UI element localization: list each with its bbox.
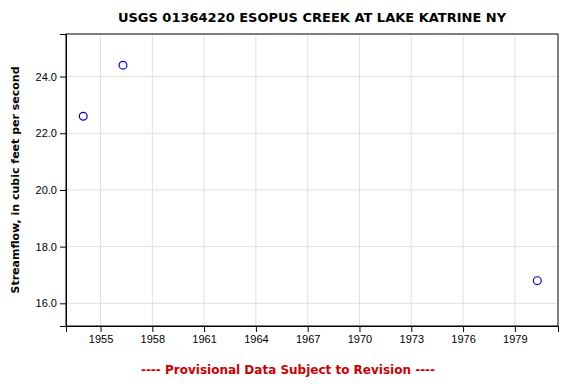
tick-mark bbox=[101, 326, 102, 332]
tick: 1967 bbox=[296, 326, 320, 345]
tick: 1970 bbox=[348, 326, 372, 345]
tick-label: 1979 bbox=[503, 333, 527, 345]
grid-line bbox=[66, 189, 558, 190]
grid-line bbox=[66, 303, 558, 304]
plot-area: 1955 1958 1961 1964 1967 1970 1973 1976 1979 16.0… bbox=[36, 34, 559, 345]
tick-mark bbox=[60, 133, 66, 134]
tick-mark bbox=[60, 247, 66, 248]
tick: 24.0 bbox=[36, 71, 66, 83]
tick-label: 18.0 bbox=[36, 241, 57, 253]
tick-label: 1976 bbox=[451, 333, 475, 345]
grid-line bbox=[463, 34, 464, 326]
grid bbox=[66, 34, 558, 326]
grid-line bbox=[66, 246, 558, 247]
grid-line bbox=[411, 34, 412, 326]
tick-mark bbox=[60, 77, 66, 78]
chart: 1955 1958 1961 1964 1967 1970 1973 1976 1979 16.0… bbox=[0, 0, 576, 384]
grid-line bbox=[100, 34, 101, 326]
annotation: ---- Provisional Data Subject to Revisio… bbox=[141, 363, 435, 377]
grid-line bbox=[66, 76, 558, 77]
tick: 20.0 bbox=[36, 184, 66, 196]
grid-line bbox=[514, 34, 515, 326]
grid-line bbox=[204, 34, 205, 326]
tick-mark bbox=[60, 190, 66, 191]
tick-label: 1970 bbox=[348, 333, 372, 345]
tick: 1955 bbox=[89, 326, 113, 345]
tick-label: 22.0 bbox=[36, 127, 57, 139]
tick-label: 1955 bbox=[89, 333, 113, 345]
tick-mark bbox=[411, 326, 412, 332]
tick-mark bbox=[515, 326, 516, 332]
x-axis: 1955 1958 1961 1964 1967 1970 1973 1976 1979 bbox=[67, 326, 559, 345]
tick: 22.0 bbox=[36, 127, 66, 139]
tick: 1973 bbox=[400, 326, 424, 345]
tick-mark bbox=[308, 326, 309, 332]
tick: 16.0 bbox=[36, 297, 66, 309]
y-axis: 16.0 18.0 20.0 22.0 24.0 bbox=[36, 35, 67, 327]
grid-line bbox=[359, 34, 360, 326]
tick-label: 1961 bbox=[192, 333, 216, 345]
tick: 1961 bbox=[192, 326, 216, 345]
tick-label: 16.0 bbox=[36, 297, 57, 309]
tick-label: 20.0 bbox=[36, 184, 57, 196]
tick-mark bbox=[60, 303, 66, 304]
grid-line bbox=[152, 34, 153, 326]
tick-label: 1958 bbox=[141, 333, 165, 345]
tick: 18.0 bbox=[36, 241, 66, 253]
tick: 1964 bbox=[244, 326, 268, 345]
tick: 1958 bbox=[141, 326, 165, 345]
tick-mark bbox=[152, 326, 153, 332]
tick-label: 1964 bbox=[244, 333, 268, 345]
grid-line bbox=[66, 133, 558, 134]
grid-line bbox=[307, 34, 308, 326]
point bbox=[119, 61, 127, 69]
point bbox=[533, 277, 541, 285]
axis-line bbox=[67, 327, 559, 333]
points bbox=[79, 61, 541, 284]
point bbox=[79, 112, 87, 120]
tick-label: 1967 bbox=[296, 333, 320, 345]
tick: 1979 bbox=[503, 326, 527, 345]
tick-mark bbox=[204, 326, 205, 332]
tick-mark bbox=[359, 326, 360, 332]
tick-label: 1973 bbox=[400, 333, 424, 345]
tick-mark bbox=[463, 326, 464, 332]
tick: 1976 bbox=[451, 326, 475, 345]
y-axis-title: Streamflow, in cubic feet per second bbox=[9, 66, 22, 293]
grid-line bbox=[255, 34, 256, 326]
title: USGS 01364220 ESOPUS CREEK AT LAKE KATRI… bbox=[118, 10, 507, 25]
tick-label: 24.0 bbox=[36, 71, 57, 83]
plot-frame bbox=[66, 34, 558, 326]
tick-mark bbox=[256, 326, 257, 332]
